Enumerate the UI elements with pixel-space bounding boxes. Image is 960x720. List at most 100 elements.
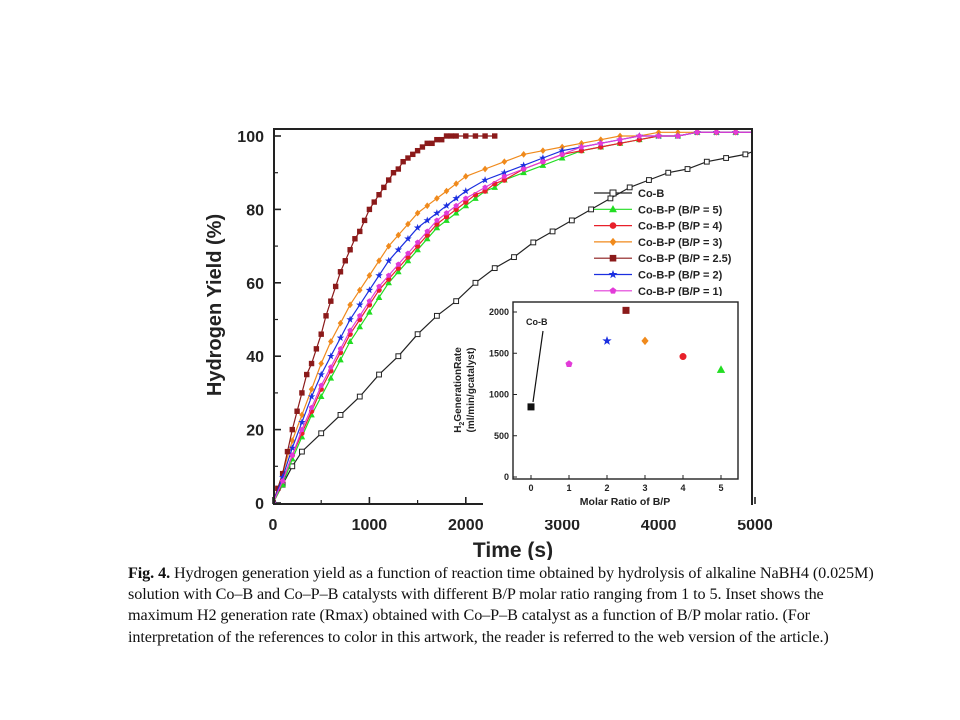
- data-point: [337, 412, 344, 418]
- data-point: [453, 180, 459, 188]
- data-point: [405, 250, 411, 256]
- inset-y-tick-label: 1000: [489, 390, 509, 400]
- y-tick-label: 100: [237, 129, 264, 146]
- legend-label: Co-B-P (B/P = 2.5): [638, 253, 732, 265]
- data-point: [410, 151, 416, 158]
- data-point: [501, 158, 508, 166]
- inset-annotation: Co-B: [526, 317, 548, 327]
- inset-y-tick-label: 0: [504, 472, 509, 482]
- data-point: [472, 194, 479, 201]
- data-point: [337, 319, 344, 327]
- data-point: [346, 315, 354, 323]
- data-point: [424, 202, 431, 210]
- data-point: [376, 192, 382, 198]
- data-point: [385, 272, 392, 278]
- data-point: [376, 257, 382, 265]
- data-point: [434, 217, 440, 223]
- data-point: [753, 130, 758, 135]
- data-point: [376, 371, 382, 378]
- data-point: [452, 209, 460, 216]
- data-point: [275, 501, 276, 503]
- data-point: [346, 338, 354, 344]
- data-point: [318, 382, 324, 388]
- series-layer: [275, 129, 758, 503]
- data-point: [598, 140, 604, 146]
- inset-x-tick-label: 5: [718, 483, 723, 493]
- data-point: [352, 236, 358, 242]
- data-point: [356, 323, 364, 330]
- y-tick-label: 20: [246, 423, 264, 440]
- data-point: [558, 154, 566, 161]
- inset-data-point: [679, 353, 687, 361]
- data-point: [511, 254, 517, 261]
- data-point: [279, 478, 286, 484]
- data-point: [433, 209, 441, 217]
- data-point: [732, 130, 739, 135]
- y-tick-label: 0: [255, 496, 264, 513]
- inset-y-tick-label: 1500: [489, 348, 509, 358]
- data-point: [463, 195, 469, 201]
- data-point: [472, 133, 479, 139]
- figure-caption: Fig. 4. Hydrogen generation yield as a f…: [128, 563, 888, 648]
- data-point: [433, 312, 440, 319]
- inset-frame: [512, 301, 739, 480]
- data-point: [336, 333, 345, 342]
- data-point: [501, 173, 508, 179]
- data-point: [419, 144, 426, 150]
- data-point: [394, 245, 403, 253]
- data-point: [299, 390, 305, 396]
- data-point: [361, 217, 368, 224]
- data-point: [703, 158, 710, 165]
- data-point: [356, 300, 364, 308]
- data-point: [443, 187, 450, 195]
- y-tick-label: 40: [246, 349, 264, 366]
- data-point: [742, 151, 749, 158]
- data-point: [665, 169, 672, 176]
- inset-x-tick-label: 4: [680, 483, 685, 493]
- data-point: [294, 408, 300, 414]
- data-point: [626, 184, 633, 191]
- data-point: [385, 279, 392, 286]
- data-point: [636, 133, 643, 139]
- inset-x-tick-label: 1: [566, 483, 571, 493]
- data-point: [327, 374, 335, 381]
- x-tick-label: 0: [269, 517, 278, 534]
- data-point: [307, 392, 316, 400]
- data-point: [617, 136, 623, 143]
- data-point: [434, 195, 440, 202]
- data-point: [395, 268, 402, 275]
- data-point: [713, 130, 720, 135]
- data-point: [752, 129, 758, 134]
- data-point: [395, 261, 402, 267]
- data-point: [299, 426, 305, 432]
- data-point: [492, 133, 498, 139]
- data-point: [323, 313, 329, 319]
- data-point: [646, 177, 652, 183]
- data-point: [453, 133, 459, 139]
- series-6: [275, 130, 751, 503]
- data-point: [424, 140, 430, 147]
- data-point: [453, 202, 459, 209]
- data-point: [429, 140, 435, 147]
- data-point: [482, 184, 488, 190]
- series-line: [275, 131, 751, 500]
- inset-x-tick-label: 3: [642, 483, 647, 493]
- data-point: [694, 130, 700, 135]
- data-point: [357, 312, 363, 319]
- data-point: [366, 272, 373, 279]
- data-point: [347, 247, 353, 253]
- inset-data-point: [622, 306, 630, 314]
- data-point: [318, 430, 325, 437]
- data-point: [395, 166, 402, 172]
- data-point: [414, 209, 421, 217]
- data-point: [390, 170, 397, 176]
- data-point: [356, 286, 363, 294]
- inset-y-tick-label: 500: [494, 431, 509, 441]
- data-point: [308, 360, 315, 367]
- data-point: [434, 136, 440, 143]
- data-point: [443, 216, 450, 223]
- data-point: [298, 418, 306, 426]
- data-point: [381, 184, 387, 191]
- data-point: [539, 161, 547, 168]
